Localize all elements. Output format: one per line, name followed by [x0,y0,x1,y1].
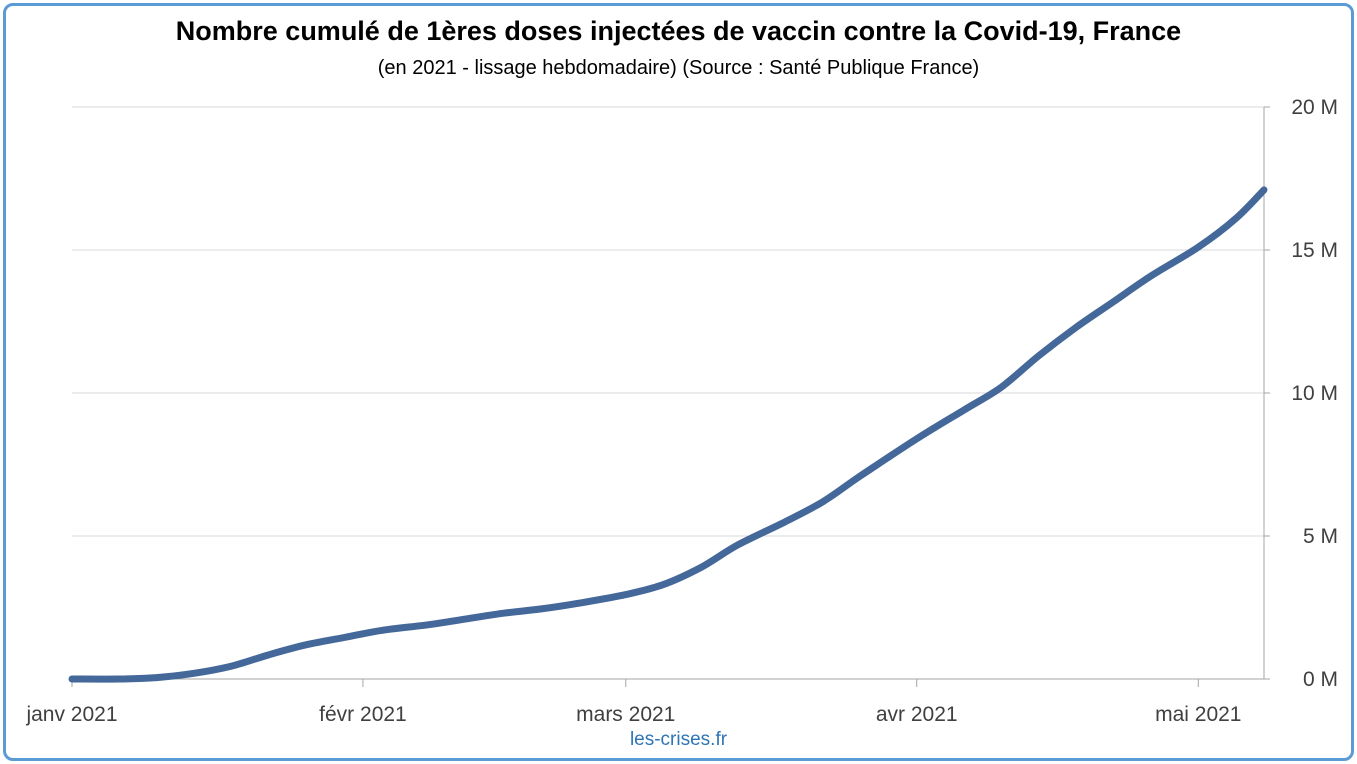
chart-subtitle: (en 2021 - lissage hebdomadaire) (Source… [377,57,980,79]
y-tick-label: 20 M [1291,96,1338,119]
y-tick-label: 5 M [1303,525,1338,548]
credit-label: les-crises.fr [629,729,728,750]
x-tick-label: mars 2021 [576,703,675,726]
y-tick-label: 10 M [1291,382,1338,405]
chart-frame [3,3,1354,761]
tick-labels: 0 M 5 M 10 M 15 M 20 M janv 2021 févr 2021 mars… [25,96,1338,726]
x-tick-label: avr 2021 [876,703,958,726]
x-tick-label: mai 2021 [1155,703,1241,726]
grid-lines [72,106,1264,537]
x-tick-label: janv 2021 [25,703,117,726]
series-line-cumulative-doses [68,186,1268,683]
series-layer [68,186,1268,683]
y-tick-label: 15 M [1291,239,1338,262]
axes [71,106,1270,687]
y-tick-label: 0 M [1303,668,1338,691]
chart-title: Nombre cumulé de 1ères doses injectées d… [175,16,1182,46]
x-tick-label: févr 2021 [319,703,407,726]
